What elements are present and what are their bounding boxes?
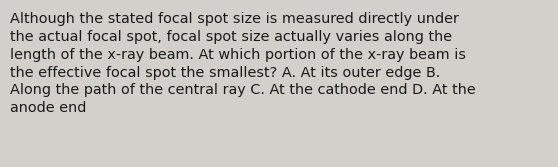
Text: Although the stated focal spot size is measured directly under
the actual focal : Although the stated focal spot size is m… xyxy=(10,12,476,115)
